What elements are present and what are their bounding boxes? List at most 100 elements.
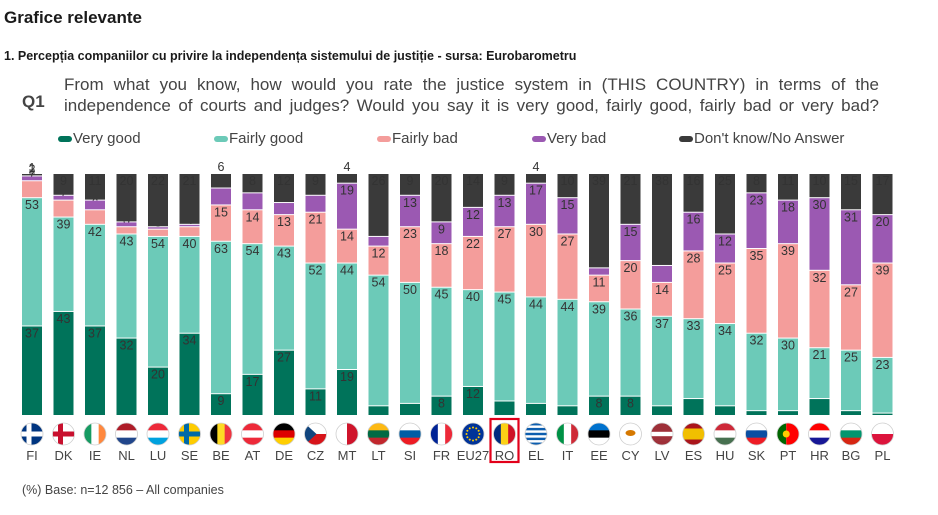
- category-label-es: ES: [685, 448, 703, 463]
- bar-segment-se-fairly_good: [179, 236, 200, 333]
- legend-item-very-bad: Very bad: [532, 130, 606, 147]
- data-label-dk-fairly_good: 39: [57, 218, 71, 232]
- flag-pl-icon: [871, 423, 894, 445]
- category-label-si: SI: [404, 448, 416, 463]
- data-label-it-very_bad: 15: [561, 198, 575, 212]
- bar-segment-mt-fairly_bad: [337, 229, 357, 263]
- data-label-bg-dont_know: 15: [844, 174, 858, 188]
- bar-segment-at-dont_know: [242, 174, 263, 193]
- data-label-fr-fairly_bad: 18: [435, 244, 449, 258]
- data-label-ee-very_good: 8: [596, 397, 603, 411]
- data-label-ee-fairly_bad: 11: [593, 276, 606, 290]
- category-label-be: BE: [212, 448, 230, 463]
- bar-segment-fi-very_bad: [22, 176, 42, 181]
- bar-segment-lu-very_good: [148, 367, 168, 415]
- data-label-si-fairly_good: 50: [403, 283, 417, 297]
- bar-segment-cy-fairly_good: [620, 309, 641, 396]
- bar-segment-fr-fairly_bad: [431, 244, 452, 287]
- bar-segment-lu-fairly_bad: [148, 229, 168, 236]
- data-label-lt-fairly_good: 54: [372, 276, 386, 290]
- data-label-si-very_bad: 13: [403, 196, 417, 210]
- data-label-lt-dont_know: 26: [372, 174, 386, 188]
- bar-segment-lv-very_bad: [652, 265, 672, 282]
- data-label-bg-very_bad: 31: [844, 210, 858, 224]
- bar-segment-dk-dont_know: [53, 174, 74, 195]
- bar-segment-fr-very_good: [431, 396, 452, 415]
- data-label-bg-fairly_bad: 27: [844, 285, 858, 299]
- data-label-at-fairly_good: 54: [246, 244, 260, 258]
- data-label-el-fairly_good: 44: [529, 297, 543, 311]
- bar-segment-ie-very_good: [85, 326, 105, 415]
- flag-border-lv: [650, 422, 674, 446]
- flag-be-icon: [210, 423, 232, 445]
- data-label-de-very_good: 27: [277, 351, 291, 365]
- flag-cy-icon: [619, 423, 642, 445]
- data-label-es-dont_know: 16: [687, 174, 701, 188]
- bar-segment-es-fairly_good: [683, 319, 704, 399]
- category-label-se: SE: [181, 448, 199, 463]
- data-label-ie-dont_know: 11: [89, 174, 102, 188]
- bar-segment-lt-fairly_bad: [368, 246, 389, 275]
- data-label-pl-dont_know: 17: [876, 174, 890, 188]
- data-label-hu-very_bad: 12: [718, 235, 732, 249]
- category-label-ee: EE: [590, 448, 608, 463]
- flag-border-nl: [115, 422, 138, 446]
- data-label-es-fairly_good: 33: [687, 319, 701, 333]
- flag-border-lt: [367, 422, 390, 446]
- data-label-se-fairly_good: 40: [183, 237, 197, 251]
- category-label-bg: BG: [842, 448, 861, 463]
- flag-border-bg: [839, 422, 863, 446]
- bar-segment-dk-fairly_bad: [53, 200, 74, 217]
- bar-segment-fi-very_good: [22, 326, 42, 415]
- bar-segment-be-very_bad: [211, 188, 231, 205]
- data-label-eu27-fairly_bad: 22: [466, 237, 480, 251]
- category-label-fr: FR: [433, 448, 450, 463]
- category-label-de: DE: [275, 448, 293, 463]
- data-label-es-very_bad: 16: [687, 213, 701, 227]
- data-label-it-fairly_bad: 27: [561, 235, 575, 249]
- bar-segment-cz-dont_know: [305, 174, 326, 195]
- bar-segment-ro-very_good: [494, 401, 515, 415]
- flag-border-pt: [776, 422, 800, 446]
- flag-it-icon: [556, 423, 579, 445]
- bar-segment-lt-very_good: [368, 406, 389, 415]
- bar-segment-ro-fairly_good: [494, 292, 515, 401]
- bar-segment-sk-very_bad: [746, 193, 767, 249]
- flag-lv-icon: [651, 423, 673, 445]
- bar-segment-ee-fairly_bad: [589, 275, 609, 302]
- flag-border-mt: [335, 422, 359, 446]
- data-label-cy-fairly_good: 36: [624, 310, 638, 324]
- question-label: Q1: [22, 92, 45, 111]
- data-label-sk-dont_know: 8: [753, 174, 760, 188]
- bar-segment-cy-very_bad: [620, 224, 641, 261]
- bar-segment-lu-dont_know: [148, 174, 168, 227]
- flag-border-eu27: [461, 422, 485, 446]
- data-label-se-very_good: 34: [183, 334, 197, 348]
- flag-border-fi: [20, 422, 44, 446]
- flag-ee-icon: [588, 423, 610, 445]
- data-label-at-dont_know: 8: [249, 174, 256, 188]
- bar-segment-ro-dont_know: [494, 174, 515, 195]
- bar-segment-bg-fairly_bad: [841, 285, 861, 350]
- data-label-dk-dont_know: 9: [60, 174, 67, 188]
- data-label-ee-fairly_good: 39: [592, 302, 606, 316]
- bar-segment-hu-dont_know: [715, 174, 735, 234]
- chart-subtitle: 1. Percepția companiilor cu privire la i…: [4, 49, 577, 63]
- legend-item-fairly-good: Fairly good: [214, 130, 303, 147]
- data-label-pt-fairly_good: 30: [781, 339, 795, 353]
- flag-border-ie: [83, 422, 107, 446]
- flag-border-dk: [52, 422, 75, 446]
- flag-border-it: [556, 422, 579, 446]
- bar-segment-dk-very_good: [53, 311, 74, 415]
- category-label-lt: LT: [371, 448, 385, 463]
- category-label-lu: LU: [150, 448, 167, 463]
- bar-segment-bg-dont_know: [841, 174, 861, 210]
- data-label-fr-very_good: 8: [438, 397, 445, 411]
- bar-segment-fi-fairly_bad: [22, 181, 42, 198]
- bar-segment-ee-dont_know: [589, 174, 609, 268]
- data-label-hu-fairly_bad: 25: [718, 264, 732, 278]
- bar-segment-se-fairly_bad: [179, 227, 200, 236]
- bar-segment-ro-fairly_bad: [494, 227, 515, 292]
- bar-segment-se-very_bad: [179, 224, 200, 227]
- flag-es-icon: [682, 423, 705, 445]
